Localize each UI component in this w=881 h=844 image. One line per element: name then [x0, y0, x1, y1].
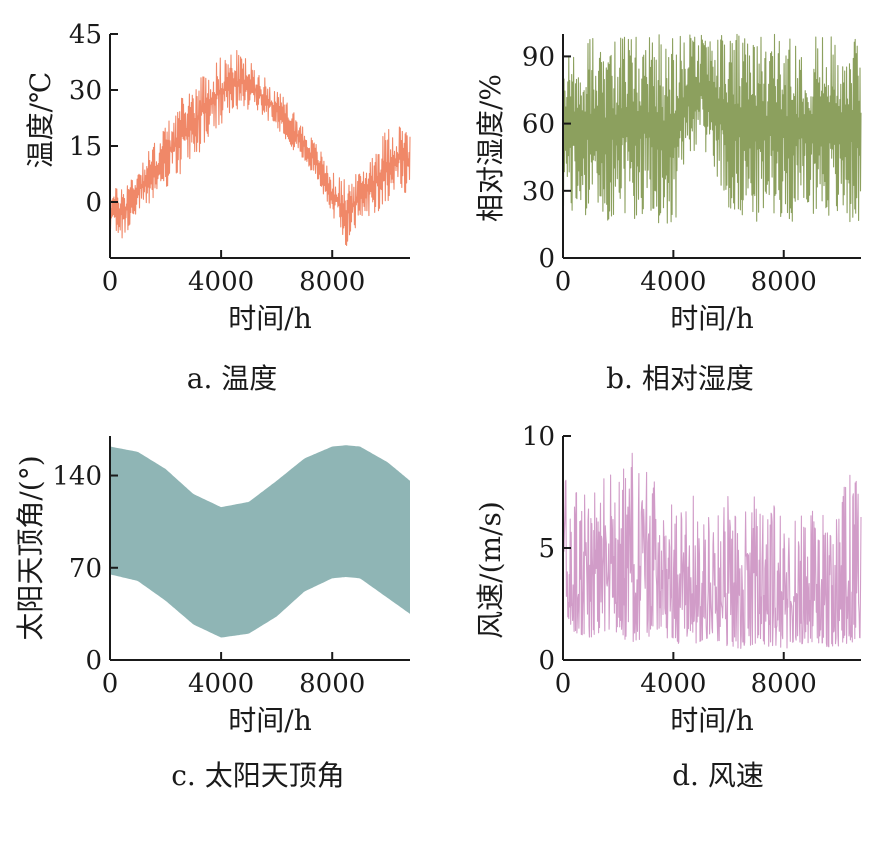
y-tick-label: 0	[538, 646, 555, 676]
y-tick-label: 0	[538, 244, 555, 274]
x-axis-label: 时间/h	[670, 302, 753, 335]
y-axis-label: 温度/℃	[24, 72, 57, 169]
panel-caption: d. 风速	[672, 759, 764, 792]
y-tick-label: 90	[522, 42, 555, 72]
x-tick-label: 0	[102, 267, 119, 297]
y-tick-label: 140	[52, 462, 102, 492]
x-tick-label: 8000	[299, 267, 365, 297]
y-tick-label: 0	[85, 646, 102, 676]
y-tick-label: 30	[69, 76, 102, 106]
x-tick-label: 8000	[751, 267, 817, 297]
series-line	[562, 452, 862, 649]
x-tick-label: 0	[555, 669, 572, 699]
y-axis-label: 风速/(m/s)	[474, 501, 507, 639]
y-tick-label: 70	[69, 554, 102, 584]
x-tick-label: 0	[102, 669, 119, 699]
y-tick-label: 0	[85, 188, 102, 218]
series-line	[562, 33, 862, 224]
x-tick-label: 4000	[188, 267, 254, 297]
x-tick-label: 4000	[640, 267, 706, 297]
y-axis-label: 相对湿度/%	[474, 74, 507, 222]
x-tick-label: 0	[555, 267, 572, 297]
x-tick-label: 4000	[188, 669, 254, 699]
panel-temperature: 0 15 30 45 0 4000 8000 时间/h 温度/℃ a. 温度	[24, 20, 411, 395]
panel-wind-speed: 0 5 10 0 4000 8000 时间/h 风速/(m/s) d. 风速	[474, 422, 862, 792]
x-axis-label: 时间/h	[228, 302, 311, 335]
panel-relative-humidity: 0 30 60 90 0 4000 8000 时间/h 相对湿度/% b. 相对湿度	[474, 33, 862, 395]
y-tick-label: 45	[69, 20, 102, 50]
x-axis-label: 时间/h	[670, 704, 753, 737]
x-tick-label: 4000	[640, 669, 706, 699]
y-tick-label: 60	[522, 110, 555, 140]
y-tick-label: 15	[69, 132, 102, 162]
y-tick-label: 5	[538, 534, 555, 564]
panel-caption: b. 相对湿度	[606, 362, 754, 395]
panel-solar-zenith-angle: 0 70 140 0 4000 8000 时间/h 太阳天顶角/(°) c. 太阳天顶角	[14, 436, 410, 792]
y-axis-label: 太阳天顶角/(°)	[14, 455, 47, 640]
x-tick-label: 8000	[751, 669, 817, 699]
series-line	[109, 49, 411, 247]
panel-caption: a. 温度	[187, 362, 278, 395]
panel-caption: c. 太阳天顶角	[171, 759, 344, 792]
x-tick-label: 8000	[299, 669, 365, 699]
x-axis-label: 时间/h	[228, 704, 311, 737]
y-tick-label: 30	[522, 177, 555, 207]
y-tick-label: 10	[522, 422, 555, 452]
series-area	[110, 445, 410, 638]
